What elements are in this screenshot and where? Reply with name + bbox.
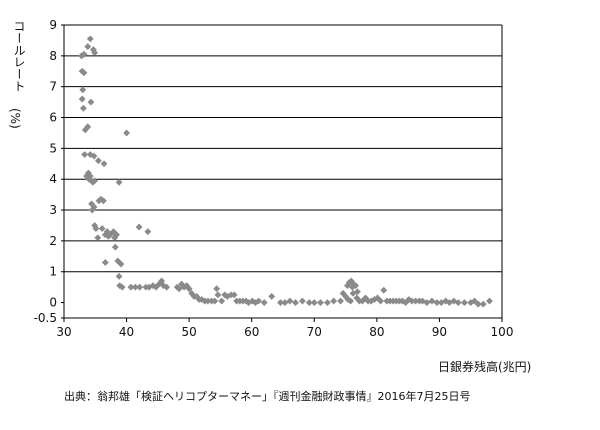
data-point <box>113 231 120 239</box>
data-point <box>144 228 152 236</box>
data-point <box>450 297 458 305</box>
y-axis-label: コールレート <box>12 20 26 92</box>
data-point <box>80 69 88 77</box>
x-tick-label: 80 <box>369 325 384 339</box>
data-point <box>118 283 126 291</box>
data-point <box>423 299 431 307</box>
data-point <box>377 297 385 305</box>
data-point <box>91 49 99 57</box>
y-tick-label: -0.5 <box>34 311 57 325</box>
data-point <box>158 277 166 285</box>
data-point <box>123 129 130 137</box>
data-point <box>218 297 226 305</box>
data-point <box>454 299 462 307</box>
data-point <box>298 297 306 305</box>
data-point <box>88 206 96 214</box>
data-point <box>324 299 331 307</box>
data-point <box>84 123 92 131</box>
x-tick-label: 70 <box>307 325 322 339</box>
x-tick-label: 30 <box>56 325 71 339</box>
data-point <box>442 297 450 305</box>
x-tick-label: 50 <box>182 325 197 339</box>
data-point <box>471 297 478 305</box>
data-point <box>347 297 355 305</box>
data-point <box>230 291 238 299</box>
y-tick-label: 6 <box>49 111 57 125</box>
data-point <box>80 50 88 58</box>
data-point <box>79 86 87 94</box>
data-point <box>160 282 167 290</box>
data-point <box>198 296 206 303</box>
y-tick-label: 8 <box>49 49 57 63</box>
data-point <box>175 285 183 293</box>
data-point <box>111 243 119 251</box>
data-point <box>87 98 95 106</box>
data-point <box>91 177 99 185</box>
data-point <box>305 299 313 307</box>
data-point <box>136 283 144 291</box>
data-point <box>310 299 318 307</box>
data-point <box>317 299 324 307</box>
data-point <box>185 285 193 293</box>
data-point <box>461 299 468 307</box>
y-tick-label: 0 <box>49 296 57 310</box>
x-tick-label: 90 <box>432 325 447 339</box>
y-tick-label: 3 <box>49 203 57 217</box>
data-point <box>86 151 94 158</box>
y-tick-label: 9 <box>49 18 57 32</box>
data-point <box>81 151 89 158</box>
data-point <box>255 297 263 305</box>
data-point <box>337 297 344 305</box>
data-point <box>86 172 94 180</box>
data-point <box>163 283 171 291</box>
data-point <box>100 160 108 168</box>
source-note: 出典：翁邦雄「検証ヘリコプターマネー」『週刊金融財政事情』2016年7月25日号 <box>64 390 471 403</box>
data-point <box>352 282 360 290</box>
data-point <box>405 296 413 303</box>
data-point <box>330 297 338 305</box>
data-point <box>248 297 256 305</box>
data-point <box>486 297 493 305</box>
data-point <box>213 285 221 293</box>
x-tick-label: 60 <box>244 325 259 339</box>
data-point <box>292 299 299 307</box>
y-tick-label: 4 <box>49 172 57 186</box>
data-point <box>115 272 123 280</box>
x-tick-label: 100 <box>491 325 514 339</box>
data-point <box>90 152 98 160</box>
data-point <box>92 225 100 232</box>
data-point <box>211 297 219 305</box>
x-tick-label: 40 <box>119 325 134 339</box>
data-point <box>479 300 487 308</box>
data-point <box>428 297 436 305</box>
data-point <box>214 291 222 299</box>
data-point <box>78 95 86 103</box>
data-point <box>98 225 106 232</box>
y-tick-label: 7 <box>49 80 57 94</box>
x-axis-label: 日銀券残高(兆円) <box>438 360 532 374</box>
y-axis-unit-label: (%) <box>8 108 22 129</box>
data-point <box>94 157 102 165</box>
data-point <box>101 259 109 266</box>
data-point <box>117 260 125 268</box>
data-point <box>86 35 94 43</box>
data-point <box>260 299 268 307</box>
data-point <box>281 299 289 307</box>
y-tick-label: 5 <box>49 141 57 155</box>
data-point <box>115 178 123 186</box>
data-point <box>380 286 388 294</box>
data-point <box>268 292 276 300</box>
data-point <box>135 223 143 231</box>
data-point <box>474 300 482 308</box>
data-point <box>349 289 357 297</box>
data-point <box>84 43 92 51</box>
y-tick-label: 2 <box>49 234 57 248</box>
data-point <box>286 297 294 305</box>
data-point <box>79 104 87 112</box>
y-tick-label: 1 <box>49 265 57 279</box>
data-point <box>94 234 102 242</box>
data-point <box>99 197 107 205</box>
